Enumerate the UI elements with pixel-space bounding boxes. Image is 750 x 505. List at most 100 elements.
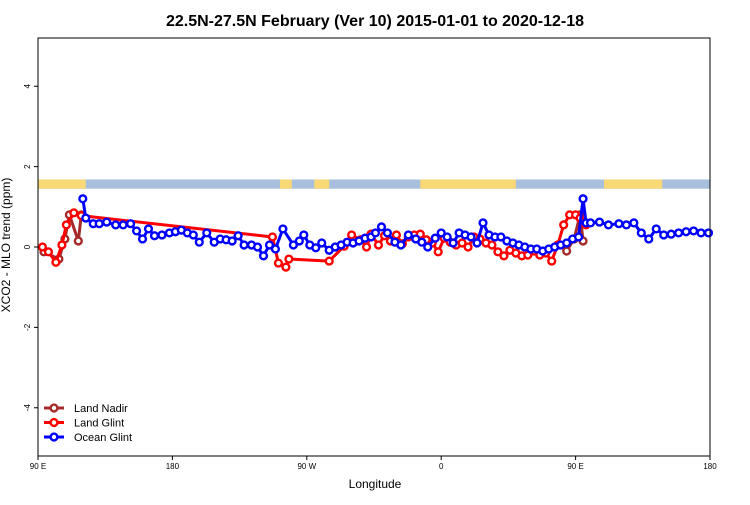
land-glint-point <box>69 208 79 218</box>
ocean-glint-point <box>466 232 476 242</box>
land-glint-point <box>273 258 284 268</box>
ocean-band <box>38 179 710 189</box>
ocean-glint-point <box>118 220 128 230</box>
land-glint-point <box>347 230 357 240</box>
ocean-glint-point <box>423 242 433 252</box>
land-nadir-point <box>562 246 572 256</box>
ocean-glint-point <box>143 224 154 234</box>
land-glint-point <box>324 256 334 266</box>
land-glint-point <box>361 242 372 252</box>
ocean-glint-point <box>430 233 440 243</box>
ocean-glint-point <box>227 236 237 246</box>
land-glint-point <box>61 220 71 230</box>
land-glint-point <box>547 256 557 266</box>
land-glint-point <box>267 232 278 242</box>
ocean-glint-point <box>137 234 148 244</box>
land-glint-point <box>51 257 61 267</box>
ocean-glint-point <box>417 237 427 247</box>
chart-title: 22.5N-27.5N February (Ver 10) 2015-01-01… <box>166 13 584 30</box>
ocean-glint-point <box>188 230 198 240</box>
land-glint-point <box>284 254 294 264</box>
ocean-glint-point <box>239 240 249 250</box>
ocean-glint-point <box>202 228 212 238</box>
land-glint-point <box>57 240 67 250</box>
plot-frame <box>37 37 711 457</box>
ocean-glint-point <box>603 220 614 230</box>
ocean-glint-point <box>621 220 631 230</box>
land-glint-point <box>433 247 443 257</box>
legend-marker <box>49 403 59 413</box>
ocean-glint-point <box>78 194 88 204</box>
ocean-glint-point <box>102 217 112 227</box>
ocean-glint-point <box>81 213 91 223</box>
land-glint-point <box>457 238 467 248</box>
land-nadir-point <box>73 236 83 246</box>
land-glint-point <box>463 242 473 252</box>
ocean-glint-point <box>317 238 327 248</box>
y-tick-label: -4 <box>23 404 32 412</box>
ocean-glint-point <box>688 226 699 236</box>
y-tick-label: -2 <box>23 323 32 331</box>
ocean-glint-point <box>233 231 243 241</box>
y-axis: -4 -2 0 2 4 <box>23 83 38 411</box>
ocean-glint-point <box>194 237 204 247</box>
ocean-glint-point <box>264 240 275 250</box>
ocean-glint-point <box>288 240 298 250</box>
ocean-glint-point <box>382 228 393 238</box>
ocean-glint-point <box>258 251 269 261</box>
ocean-glint-point <box>270 244 281 254</box>
legend-label: Land Glint <box>74 418 124 430</box>
ocean-glint-point <box>436 228 446 238</box>
plot-series <box>37 194 714 272</box>
ocean-glint-point <box>448 238 458 248</box>
ocean-glint-point <box>111 220 121 230</box>
legend-marker <box>49 432 59 442</box>
x-tick-label: 90 E <box>567 462 583 471</box>
ocean-glint-point <box>681 227 691 237</box>
land-glint-point <box>373 240 384 250</box>
x-tick-label: 90 E <box>30 462 46 471</box>
ocean-glint-point <box>562 238 572 248</box>
ocean-glint-point <box>696 228 706 238</box>
land-segment <box>38 179 86 189</box>
ocean-glint-point <box>472 238 482 248</box>
legend: Land Nadir Land Glint Ocean Glint <box>44 403 132 444</box>
land-segment <box>314 179 330 189</box>
land-glint-point <box>37 242 48 252</box>
ocean-glint-point <box>149 231 160 241</box>
ocean-glint-point <box>674 228 684 238</box>
ocean-glint-point <box>376 222 387 232</box>
ocean-glint-point <box>125 219 136 229</box>
legend-label: Land Nadir <box>74 403 128 415</box>
ocean-glint-point <box>594 217 605 227</box>
ocean-glint-point <box>294 236 304 246</box>
legend-marker <box>49 417 59 428</box>
ocean-glint-point <box>252 242 263 252</box>
ocean-glint-point <box>396 240 406 250</box>
y-axis-label: XCO2 - MLO trend (ppm) <box>0 178 13 313</box>
y-tick-label: 2 <box>23 164 32 169</box>
ocean-glint-point <box>578 194 588 204</box>
land-segment <box>279 179 292 189</box>
y-tick-label: 4 <box>23 83 32 88</box>
ocean-glint-point <box>636 228 646 238</box>
ocean-glint-point <box>311 243 321 253</box>
land-segment <box>603 179 663 189</box>
ocean-glint-point <box>614 219 624 229</box>
ocean-glint-point <box>629 218 639 228</box>
land-glint-point <box>559 220 569 230</box>
x-tick-label: 90 W <box>297 462 316 471</box>
ocean-glint-point <box>478 218 488 228</box>
ocean-glint-point <box>651 224 661 234</box>
ocean-glint-point <box>573 232 584 242</box>
land-glint-point <box>43 247 54 257</box>
ocean-glint-point <box>585 218 596 228</box>
legend-label: Ocean Glint <box>74 432 132 444</box>
x-axis-label: Longitude <box>349 477 402 491</box>
x-tick-label: 180 <box>166 462 180 471</box>
ocean-glint-point <box>703 228 714 238</box>
x-axis: 90 E 180 90 W 0 90 E 180 <box>30 456 717 471</box>
ocean-glint-point <box>442 232 452 242</box>
land-ocean-band <box>38 179 710 189</box>
